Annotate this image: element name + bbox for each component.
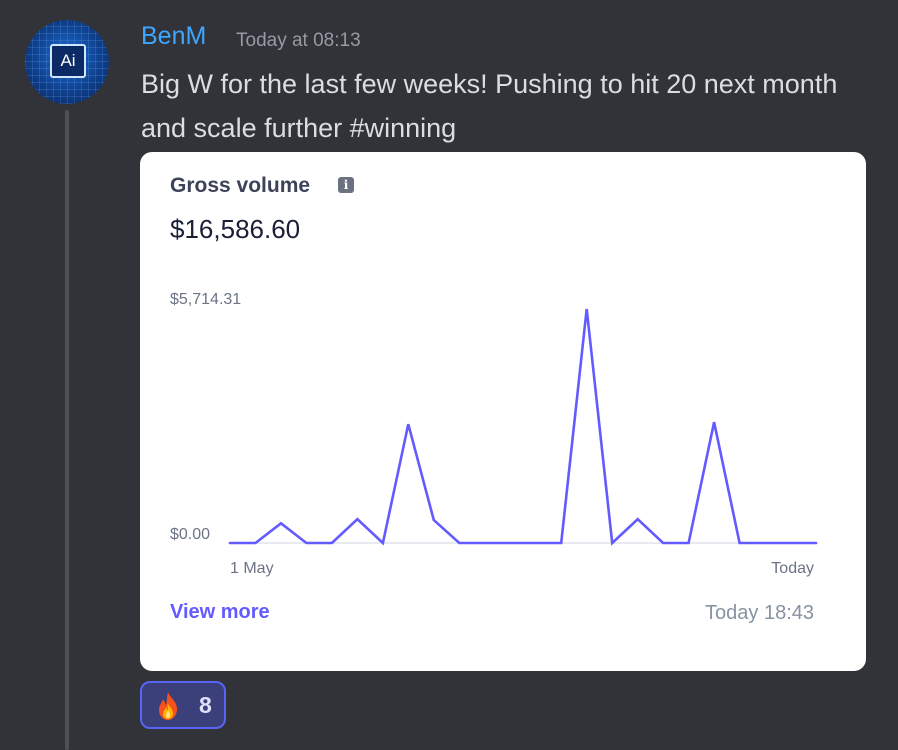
updated-timestamp: Today 18:43 [705,602,814,624]
reaction-count: 8 [199,692,212,718]
info-icon[interactable]: i [338,177,354,193]
message-timestamp: Today at 08:13 [236,30,361,51]
gross-volume-card: Gross volume i $16,586.60 $5,714.31 $0.00… [140,152,866,671]
avatar[interactable]: Ai [25,20,109,104]
author-name[interactable]: BenM [141,22,207,50]
gross-volume-chart: $5,714.31 $0.00 1 May Today [170,291,818,577]
y-tick-label: $0.00 [170,526,210,543]
avatar-chip-icon: Ai [50,44,86,78]
series-line [228,308,818,546]
card-title: Gross volume [170,174,311,197]
y-tick-label: $5,714.31 [170,291,241,308]
fire-emoji-icon [159,692,177,720]
view-more-link[interactable]: View more [170,601,270,623]
fire-reaction-button[interactable]: 8 [140,681,226,729]
x-tick-label: Today [771,560,814,577]
message-text: Big W for the last few weeks! Pushing to… [141,69,838,143]
gross-volume-total: $16,586.60 [170,214,301,244]
thread-line [65,110,69,750]
x-tick-label: 1 May [230,560,274,577]
